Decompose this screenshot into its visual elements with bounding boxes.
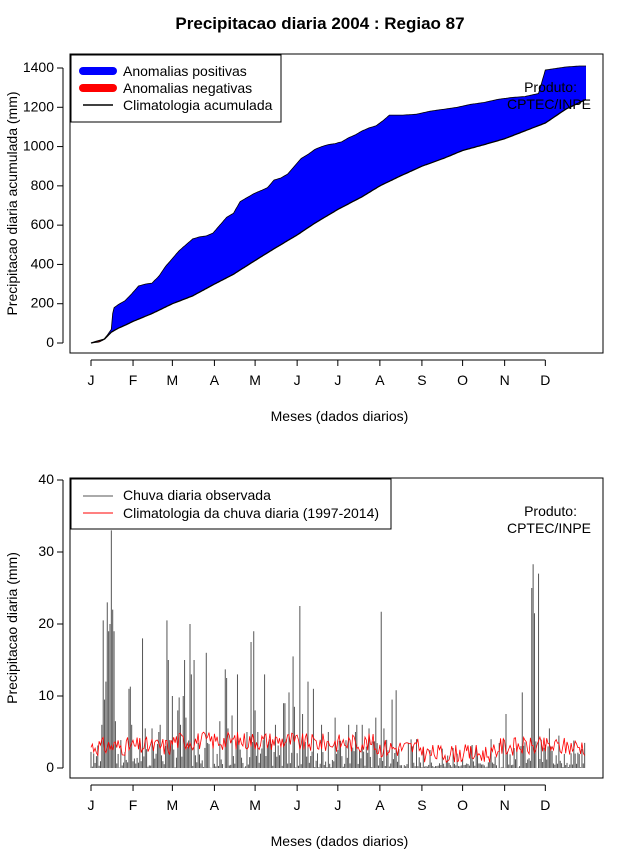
observed-accumulated-line: [90, 65, 586, 344]
top-chart-x-tick-label: D: [540, 372, 550, 388]
legend-positive-label: Anomalias positivas: [123, 63, 247, 79]
top-chart-y-tick-label: 800: [31, 177, 55, 193]
top-chart-x-tick-label: A: [375, 372, 385, 388]
top-chart-x-tick-label: M: [167, 372, 179, 388]
bottom-chart-y-axis-title: Precipitacao diaria (mm): [4, 552, 20, 704]
top-chart-x-axis-title: Meses (dados diarios): [271, 408, 409, 424]
top-chart-y-axis-title: Precipitacao diaria acumulada (mm): [4, 91, 20, 315]
top-chart-x-tick-label: J: [334, 372, 341, 388]
top-chart-annotation-line2: CPTEC/INPE: [507, 96, 591, 112]
top-chart-x-tick-label: A: [210, 372, 220, 388]
top-chart-x-tick-label: J: [294, 372, 301, 388]
bottom-chart-annotation-line2: CPTEC/INPE: [507, 520, 591, 536]
top-chart-x-tick-label: O: [457, 372, 468, 388]
top-chart-annotation-line1: Produto:: [524, 79, 577, 95]
top-chart-x-tick-label: F: [129, 372, 138, 388]
positive-anomaly-area: [91, 66, 586, 343]
bottom-legend-box: [70, 478, 392, 530]
chart-title: Precipitacao diaria 2004 : Regiao 87: [175, 14, 465, 33]
bottom-chart-x-tick-label: M: [249, 797, 261, 813]
top-chart-x-tick-label: S: [417, 372, 426, 388]
bottom-chart-plot-frame: [69, 477, 604, 779]
bottom-chart-x-tick-label: N: [500, 797, 510, 813]
bottom-chart-x-tick-label: F: [129, 797, 138, 813]
top-chart-y-tick-label: 200: [31, 295, 55, 311]
top-chart-x-tick-label: J: [88, 372, 95, 388]
accumulated-series-group: [90, 65, 587, 344]
top-chart-y-tick-label: 400: [31, 255, 55, 271]
bottom-chart-y-tick-label: 10: [38, 687, 54, 703]
legend-clim-daily-label: Climatologia da chuva diaria (1997-2014): [123, 505, 379, 521]
bottom-chart-y-tick-label: 40: [38, 471, 54, 487]
bottom-chart-x-tick-label: J: [88, 797, 95, 813]
bottom-chart-x-tick-label: J: [294, 797, 301, 813]
legend-negative-label: Anomalias negativas: [123, 80, 252, 96]
observed-daily-bars: [90, 530, 586, 768]
top-chart-plot-frame: [69, 53, 604, 354]
bottom-chart-x-tick-label: D: [540, 797, 550, 813]
bottom-chart-y-tick-label: 20: [38, 615, 54, 631]
bottom-chart-x-tick-label: M: [167, 797, 179, 813]
bottom-chart-annotation-line1: Produto:: [524, 503, 577, 519]
legend-observed-label: Chuva diaria observada: [123, 487, 271, 503]
top-chart-y-tick-label: 1200: [23, 98, 54, 114]
bottom-chart-x-tick-label: A: [210, 797, 220, 813]
top-chart-y-tick-label: 1400: [23, 59, 54, 75]
bottom-chart-x-tick-label: S: [417, 797, 426, 813]
legend-clim-label: Climatologia acumulada: [123, 97, 273, 113]
climatology-daily-line: [90, 731, 586, 764]
bottom-chart-x-tick-label: O: [457, 797, 468, 813]
bottom-chart-x-axis-title: Meses (dados diarios): [271, 833, 409, 849]
top-chart-x-tick-label: M: [249, 372, 261, 388]
top-chart-x-tick-label: N: [500, 372, 510, 388]
bottom-chart-x-tick-label: J: [334, 797, 341, 813]
bottom-chart-x-tick-label: A: [375, 797, 385, 813]
top-chart-y-tick-label: 1000: [23, 138, 54, 154]
bottom-chart-y-tick-label: 0: [46, 759, 54, 775]
top-chart-y-tick-label: 600: [31, 216, 55, 232]
top-chart-y-tick-label: 0: [46, 334, 54, 350]
bottom-chart-y-tick-label: 30: [38, 543, 54, 559]
climatology-accumulated-line: [90, 98, 587, 344]
